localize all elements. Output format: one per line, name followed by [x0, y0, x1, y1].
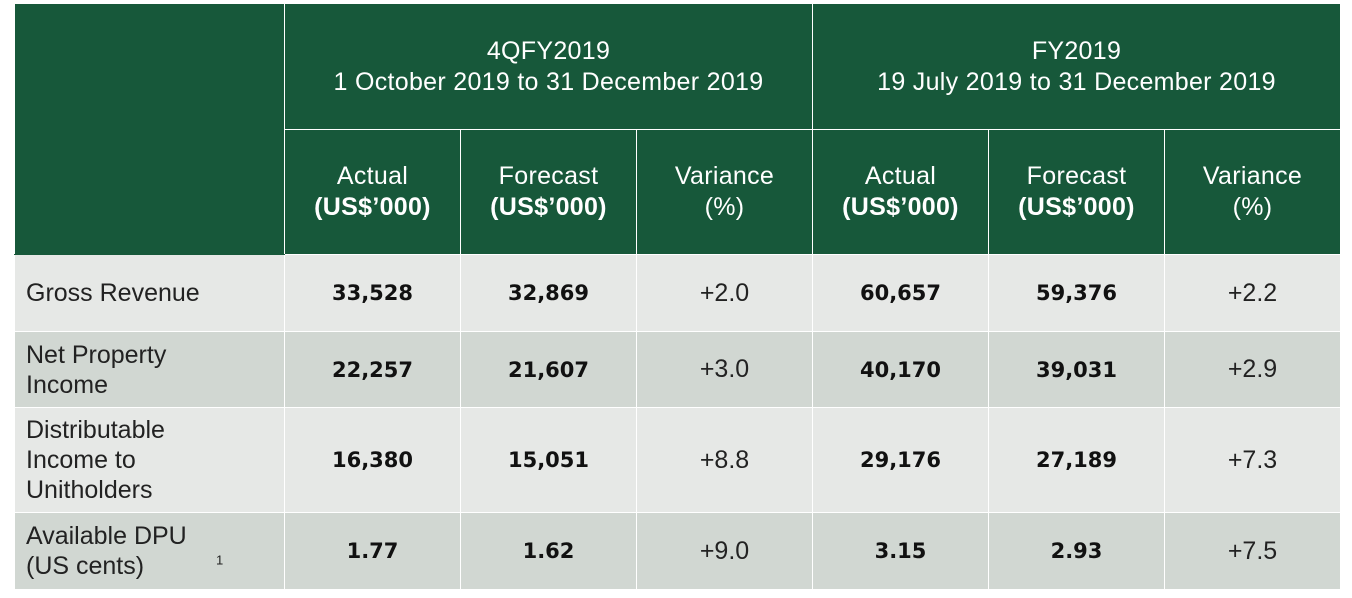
col-header-actual: Actual (US$’000): [284, 129, 461, 255]
cell-value: 32,869: [460, 254, 637, 332]
unit-label: (US$’000): [490, 193, 607, 221]
pct-label: (%): [1232, 193, 1273, 221]
cell-value: +2.0: [636, 254, 813, 332]
cell-value: +7.5: [1164, 512, 1341, 590]
group-period: 19 July 2019 to 31 December 2019: [877, 67, 1276, 96]
table-row: Distributable Income to Unitholders 16,3…: [14, 407, 1341, 513]
cell-value: 27,189: [988, 407, 1165, 513]
unit-label: (US$’000): [314, 193, 431, 221]
group-header-fy2019: FY2019 19 July 2019 to 31 December 2019: [812, 3, 1341, 130]
cell-value: +7.3: [1164, 407, 1341, 513]
cell-value: +8.8: [636, 407, 813, 513]
cell-value: 60,657: [812, 254, 989, 332]
cell-value: 39,031: [988, 331, 1165, 408]
pct-label: (%): [704, 193, 745, 221]
cell-value: 1.77: [284, 512, 461, 590]
col-header-forecast: Forecast (US$’000): [460, 129, 637, 255]
row-label: Net Property Income: [14, 331, 285, 408]
table-row: Net Property Income 22,257 21,607 +3.0 4…: [14, 331, 1341, 408]
cell-value: 40,170: [812, 331, 989, 408]
cell-value: 2.93: [988, 512, 1165, 590]
table-row: Gross Revenue 33,528 32,869 +2.0 60,657 …: [14, 254, 1341, 332]
cell-value: 33,528: [284, 254, 461, 332]
cell-value: 29,176: [812, 407, 989, 513]
col-header-variance: Variance (%): [636, 129, 813, 255]
row-label: Available DPU (US cents) 1: [14, 512, 285, 590]
footnote-marker: 1: [216, 552, 224, 568]
col-header-variance: Variance (%): [1164, 129, 1341, 255]
results-table: 4QFY2019 1 October 2019 to 31 December 2…: [14, 3, 1341, 590]
row-label: Gross Revenue: [14, 254, 285, 332]
unit-label: (US$’000): [842, 193, 959, 221]
col-header-forecast: Forecast (US$’000): [988, 129, 1165, 255]
table-row: Available DPU (US cents) 1 1.77 1.62 +9.0…: [14, 512, 1341, 590]
cell-value: 22,257: [284, 331, 461, 408]
cell-value: 1.62: [460, 512, 637, 590]
cell-value: 21,607: [460, 331, 637, 408]
cell-value: +2.9: [1164, 331, 1341, 408]
cell-value: 16,380: [284, 407, 461, 513]
cell-value: +9.0: [636, 512, 813, 590]
cell-value: +2.2: [1164, 254, 1341, 332]
group-header-4qfy2019: 4QFY2019 1 October 2019 to 31 December 2…: [284, 3, 813, 130]
cell-value: +3.0: [636, 331, 813, 408]
group-period: 1 October 2019 to 31 December 2019: [333, 67, 764, 96]
col-header-actual: Actual (US$’000): [812, 129, 989, 255]
cell-value: 15,051: [460, 407, 637, 513]
header-corner: [14, 3, 285, 255]
row-label: Distributable Income to Unitholders: [14, 407, 285, 513]
cell-value: 3.15: [812, 512, 989, 590]
group-title: FY2019: [1031, 36, 1122, 65]
cell-value: 59,376: [988, 254, 1165, 332]
results-table-container: 4QFY2019 1 October 2019 to 31 December 2…: [14, 3, 1341, 590]
unit-label: (US$’000): [1018, 193, 1135, 221]
group-title: 4QFY2019: [486, 36, 611, 65]
